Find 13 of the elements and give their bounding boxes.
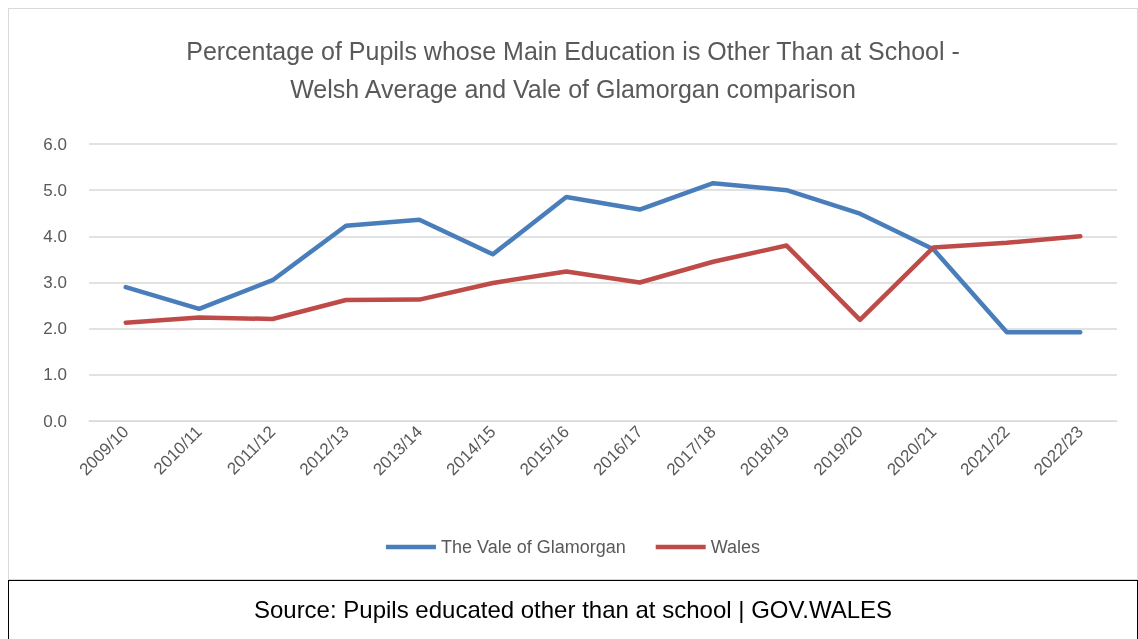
y-tick-label: 3.0 [43, 273, 67, 292]
line-series [123, 180, 1083, 335]
y-tick-label: 6.0 [43, 134, 67, 154]
line-series [123, 234, 1083, 325]
legend-label: Wales [710, 537, 761, 557]
y-tick-label: 2.0 [43, 319, 67, 339]
y-tick-label: 0.0 [43, 411, 67, 431]
y-tick-label: 4.0 [43, 226, 67, 246]
source-note: Source: Pupils educated other than at school | GOV.WALES [8, 580, 1138, 639]
chart-title: Percentage of Pupils whose Main Education is Other Than at School - Welsh Average and Vale of Glamorgan comparison [186, 37, 960, 103]
y-tick-label: 1.0 [43, 365, 67, 385]
y-tick-label: 5.0 [43, 180, 67, 200]
legend-label: The Vale of Glamorgan [440, 537, 626, 557]
